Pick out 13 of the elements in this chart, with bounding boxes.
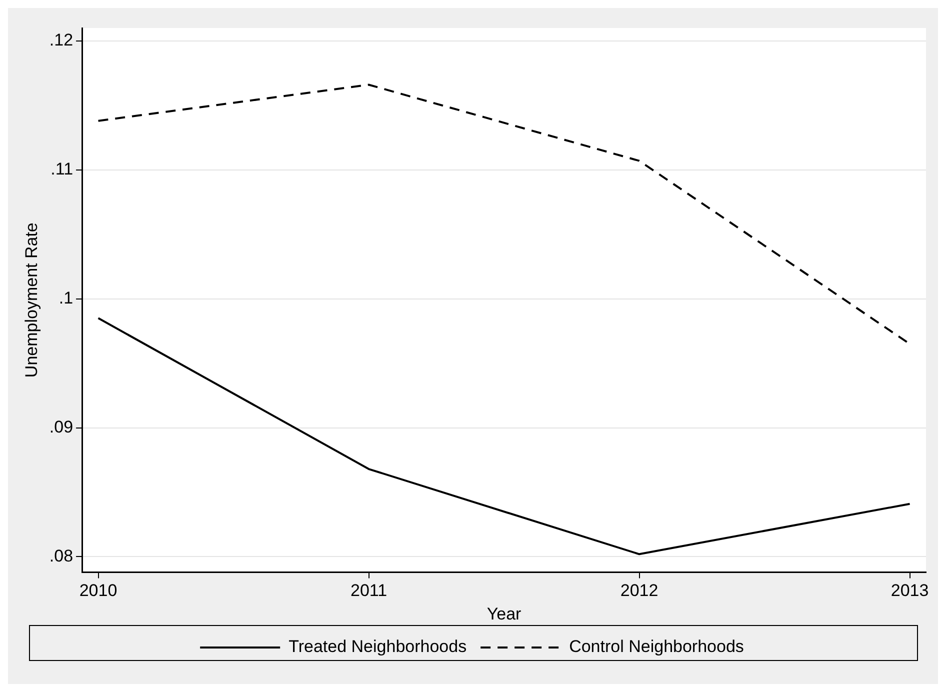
y-tick-label: .09 — [49, 417, 74, 436]
x-tick-label: 2012 — [620, 581, 658, 600]
x-tick-label: 2011 — [350, 581, 388, 600]
x-axis-title: Year — [486, 604, 522, 624]
legend-label: Treated Neighborhoods — [288, 637, 467, 656]
legend-label: Control Neighborhoods — [569, 637, 744, 656]
y-axis-title: Unemployment Rate — [22, 222, 41, 378]
y-tick-label: .11 — [50, 160, 74, 179]
x-tick-label: 2013 — [890, 581, 929, 600]
y-tick-label: .1 — [58, 288, 74, 308]
y-tick-label: .12 — [49, 30, 74, 50]
y-tick-label: .08 — [49, 546, 74, 566]
x-tick-label: 2010 — [79, 581, 118, 600]
